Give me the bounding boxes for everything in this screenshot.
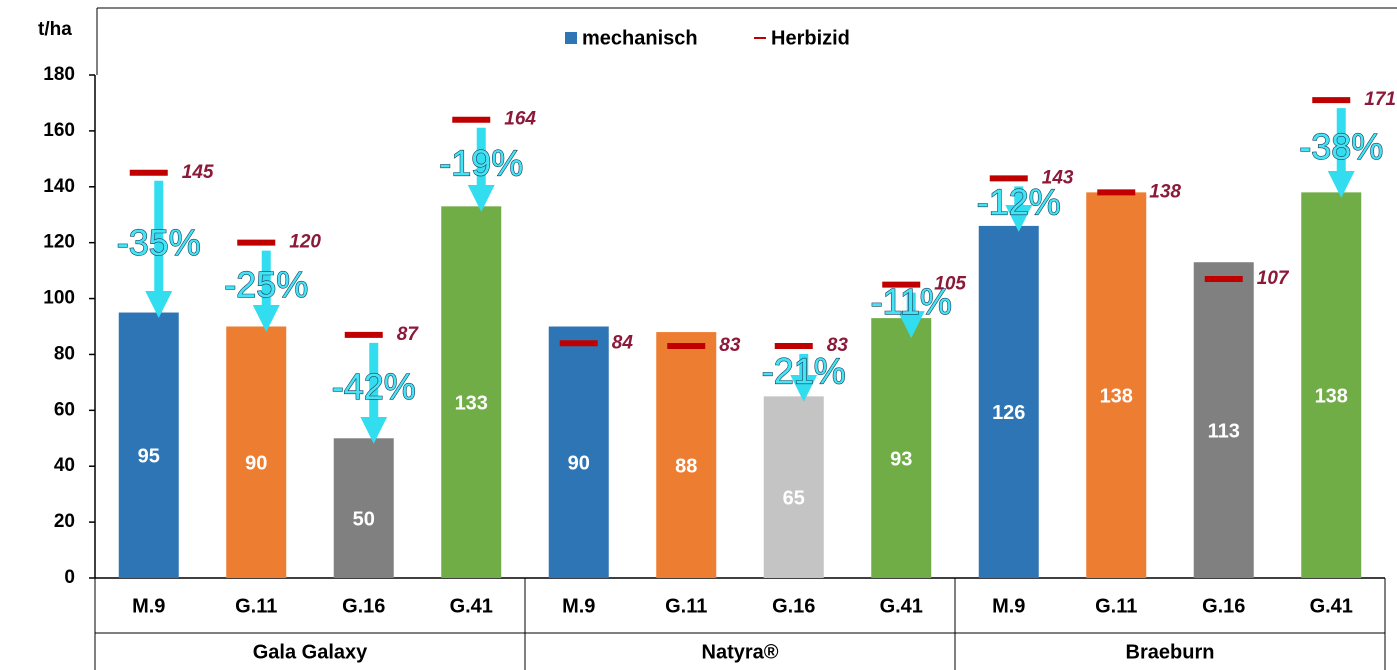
herbizid-label: 107 — [1257, 268, 1290, 289]
x-tick-label: G.11 — [1095, 595, 1137, 617]
x-tick-label: M.9 — [132, 595, 165, 617]
legend-label: Herbizid — [771, 27, 850, 49]
bar — [871, 318, 932, 578]
y-tick-label: 20 — [54, 511, 75, 532]
y-tick-label: 0 — [64, 567, 75, 588]
annotation: -19% — [439, 143, 523, 184]
x-tick-label: G.41 — [880, 595, 923, 617]
x-tick-label: G.41 — [1310, 595, 1353, 617]
y-tick-label: 120 — [43, 232, 75, 253]
x-tick-label: M.9 — [562, 595, 595, 617]
value-label: 133 — [455, 392, 488, 414]
x-tick-label: G.11 — [665, 595, 707, 617]
value-label: 90 — [568, 453, 590, 475]
y-tick-label: 60 — [54, 399, 75, 420]
y-axis-label: t/ha — [38, 19, 72, 40]
legend-swatch — [565, 32, 577, 44]
annotation: -12% — [977, 182, 1061, 223]
x-tick-label: G.16 — [772, 595, 815, 617]
value-label: 126 — [992, 402, 1025, 424]
x-tick-label: G.16 — [342, 595, 385, 617]
legend-label: mechanisch — [582, 27, 698, 49]
bar — [978, 225, 1039, 578]
value-label: 50 — [353, 508, 375, 530]
herbizid-label: 84 — [612, 332, 634, 353]
bar — [441, 206, 502, 579]
annotation: -38% — [1299, 126, 1383, 167]
value-label: 113 — [1208, 420, 1240, 442]
y-tick-label: 160 — [43, 120, 75, 141]
annotation: -42% — [332, 366, 416, 407]
value-label: 93 — [890, 448, 912, 470]
bar — [548, 326, 609, 578]
bar — [1086, 192, 1147, 578]
group-label: Gala Galaxy — [253, 641, 368, 663]
herbizid-label: 105 — [934, 274, 966, 295]
value-label: 95 — [138, 446, 160, 468]
y-tick-label: 180 — [43, 64, 75, 85]
x-tick-label: G.16 — [1202, 595, 1245, 617]
bar — [656, 332, 717, 578]
herbizid-label: 171 — [1364, 89, 1396, 110]
value-label: 90 — [245, 453, 267, 475]
herbizid-label: 164 — [504, 109, 536, 130]
value-label: 65 — [783, 487, 805, 509]
bar — [1301, 192, 1362, 578]
annotation: -21% — [762, 351, 846, 392]
y-tick-label: 100 — [43, 288, 75, 309]
annotation: -35% — [117, 222, 201, 263]
bar — [118, 312, 179, 578]
bar — [333, 438, 394, 578]
herbizid-label: 138 — [1149, 181, 1181, 202]
y-tick-label: 80 — [54, 343, 75, 364]
bar — [763, 396, 824, 578]
y-tick-label: 40 — [54, 455, 75, 476]
group-label: Natyra® — [702, 641, 779, 663]
x-tick-label: G.11 — [235, 595, 277, 617]
x-tick-label: M.9 — [992, 595, 1025, 617]
x-tick-label: G.41 — [450, 595, 493, 617]
herbizid-label: 83 — [827, 335, 849, 356]
annotation: -25% — [224, 264, 308, 305]
value-label: 88 — [675, 455, 697, 477]
herbizid-label: 143 — [1042, 167, 1074, 188]
annotation: -11% — [871, 281, 952, 322]
bar — [226, 326, 287, 578]
y-tick-label: 140 — [43, 176, 75, 197]
group-label: Braeburn — [1126, 641, 1215, 663]
herbizid-label: 87 — [397, 324, 420, 345]
value-label: 138 — [1315, 385, 1348, 407]
herbizid-label: 120 — [289, 232, 321, 253]
herbizid-label: 145 — [182, 162, 214, 183]
herbizid-label: 83 — [719, 335, 741, 356]
bar — [1193, 262, 1254, 578]
value-label: 138 — [1100, 385, 1133, 407]
